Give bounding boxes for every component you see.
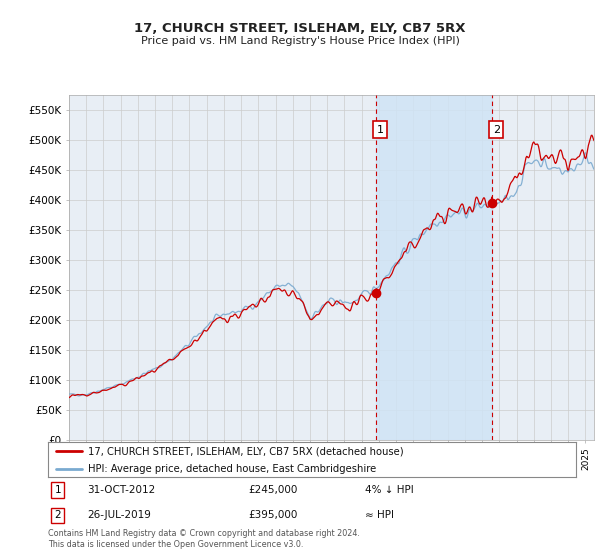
Text: 17, CHURCH STREET, ISLEHAM, ELY, CB7 5RX: 17, CHURCH STREET, ISLEHAM, ELY, CB7 5RX xyxy=(134,22,466,35)
Text: 31-OCT-2012: 31-OCT-2012 xyxy=(88,486,156,496)
Text: 1: 1 xyxy=(377,125,384,134)
Text: £395,000: £395,000 xyxy=(248,510,298,520)
Text: ≈ HPI: ≈ HPI xyxy=(365,510,394,520)
Text: 2: 2 xyxy=(55,510,61,520)
Text: 4% ↓ HPI: 4% ↓ HPI xyxy=(365,486,413,496)
Text: 1: 1 xyxy=(55,486,61,496)
Text: Price paid vs. HM Land Registry's House Price Index (HPI): Price paid vs. HM Land Registry's House … xyxy=(140,36,460,46)
Text: £245,000: £245,000 xyxy=(248,486,298,496)
Text: 17, CHURCH STREET, ISLEHAM, ELY, CB7 5RX (detached house): 17, CHURCH STREET, ISLEHAM, ELY, CB7 5RX… xyxy=(88,446,403,456)
Text: HPI: Average price, detached house, East Cambridgeshire: HPI: Average price, detached house, East… xyxy=(88,464,376,474)
Text: Contains HM Land Registry data © Crown copyright and database right 2024.
This d: Contains HM Land Registry data © Crown c… xyxy=(48,529,360,549)
Text: 2: 2 xyxy=(493,125,500,134)
Text: 26-JUL-2019: 26-JUL-2019 xyxy=(88,510,151,520)
Bar xyxy=(376,95,492,440)
